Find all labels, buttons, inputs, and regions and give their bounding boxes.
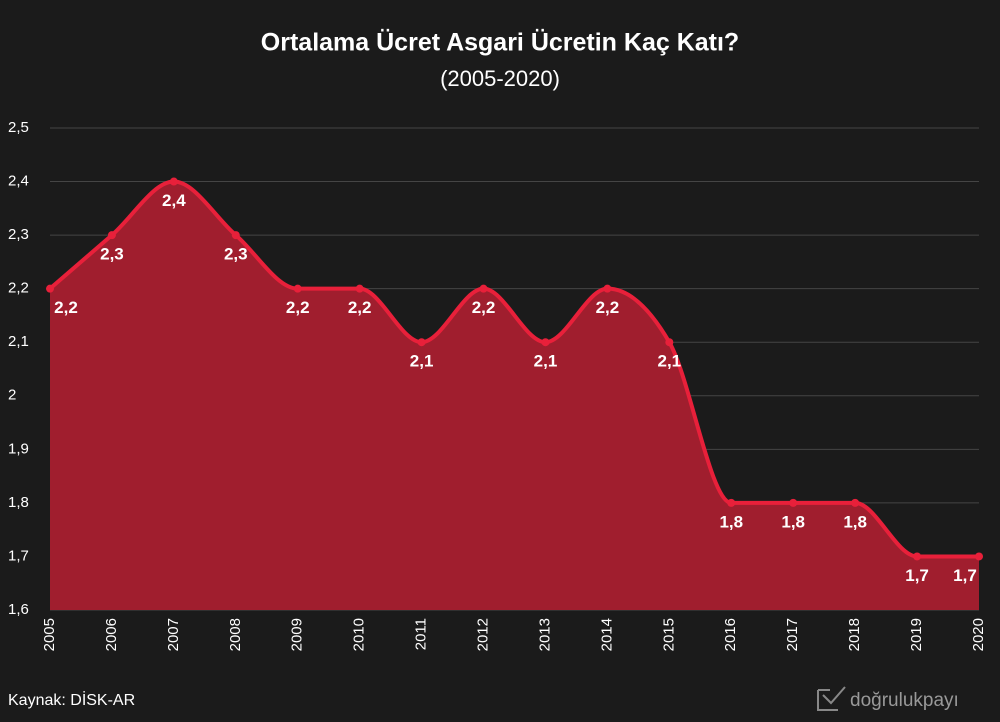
point: [479, 284, 488, 293]
line: [48, 179, 979, 559]
data-label: 1,8: [843, 512, 867, 531]
y-tick-label: 2,2: [8, 280, 29, 297]
data-label: 2,2: [472, 298, 496, 317]
x-tick-label: 2016: [722, 618, 739, 651]
y-tick-label: 1,7: [8, 547, 29, 564]
x-tick-label: 2012: [475, 618, 492, 651]
x-tick-label: 2018: [846, 618, 863, 651]
point: [231, 231, 240, 240]
y-tick-label: 2,1: [8, 333, 29, 350]
x-tick-label: 2008: [227, 618, 244, 651]
brand: doğrulukpayı: [850, 690, 959, 711]
data-label: 1,8: [781, 512, 805, 531]
x-tick-label: 2020: [970, 618, 987, 651]
x-tick-label: 2010: [351, 618, 368, 651]
y-tick-label: 2: [8, 387, 16, 404]
data-label: 2,2: [54, 298, 78, 317]
point: [975, 552, 983, 561]
data-label: 2,2: [596, 298, 620, 317]
y-tick-label: 2,3: [8, 226, 29, 243]
data-label: 1,7: [905, 566, 929, 585]
x-tick-label: 2005: [41, 618, 58, 651]
x-tick-label: 2019: [908, 618, 925, 651]
y-tick-label: 1,8: [8, 494, 29, 511]
x-tick-label: 2006: [103, 618, 120, 651]
data-label: 2,2: [348, 298, 372, 317]
point: [293, 284, 302, 293]
point: [355, 284, 364, 293]
x-tick-label: 2011: [413, 618, 430, 650]
point: [851, 498, 860, 507]
x-tick-label: 2013: [536, 618, 553, 651]
brand-logo: [817, 686, 846, 711]
point: [169, 177, 178, 186]
data-label: 2,3: [224, 245, 248, 264]
data-label: 2,2: [286, 298, 310, 317]
y-tick-label: 1,6: [8, 601, 29, 618]
y-tick-label: 2,5: [8, 119, 29, 136]
x-tick-label: 2015: [660, 618, 677, 651]
point: [46, 284, 54, 293]
chart-subtitle: (2005-2020): [440, 66, 560, 91]
y-tick-label: 2,4: [8, 173, 29, 190]
point: [913, 552, 922, 561]
data-label: 1,7: [953, 566, 977, 585]
data-label: 2,1: [658, 352, 682, 371]
data-label: 2,4: [162, 191, 186, 210]
source: Kaynak: DİSK-AR: [8, 690, 135, 709]
y-tick-label: 1,9: [8, 440, 29, 457]
data-label: 2,1: [410, 352, 434, 371]
data-label: 2,3: [100, 245, 124, 264]
point: [665, 338, 674, 347]
chart-title: Ortalama Ücret Asgari Ücretin Kaç Katı?: [261, 28, 739, 57]
x-tick-label: 2007: [165, 618, 182, 651]
point: [603, 284, 612, 293]
point: [417, 338, 426, 347]
point: [789, 498, 798, 507]
x-tick-label: 2014: [598, 618, 615, 651]
point: [107, 231, 116, 240]
x-tick-label: 2009: [289, 618, 306, 651]
data-label: 1,8: [719, 512, 743, 531]
data-label: 2,1: [534, 352, 558, 371]
x-tick-label: 2017: [784, 618, 801, 651]
point: [727, 498, 736, 507]
point: [541, 338, 550, 347]
